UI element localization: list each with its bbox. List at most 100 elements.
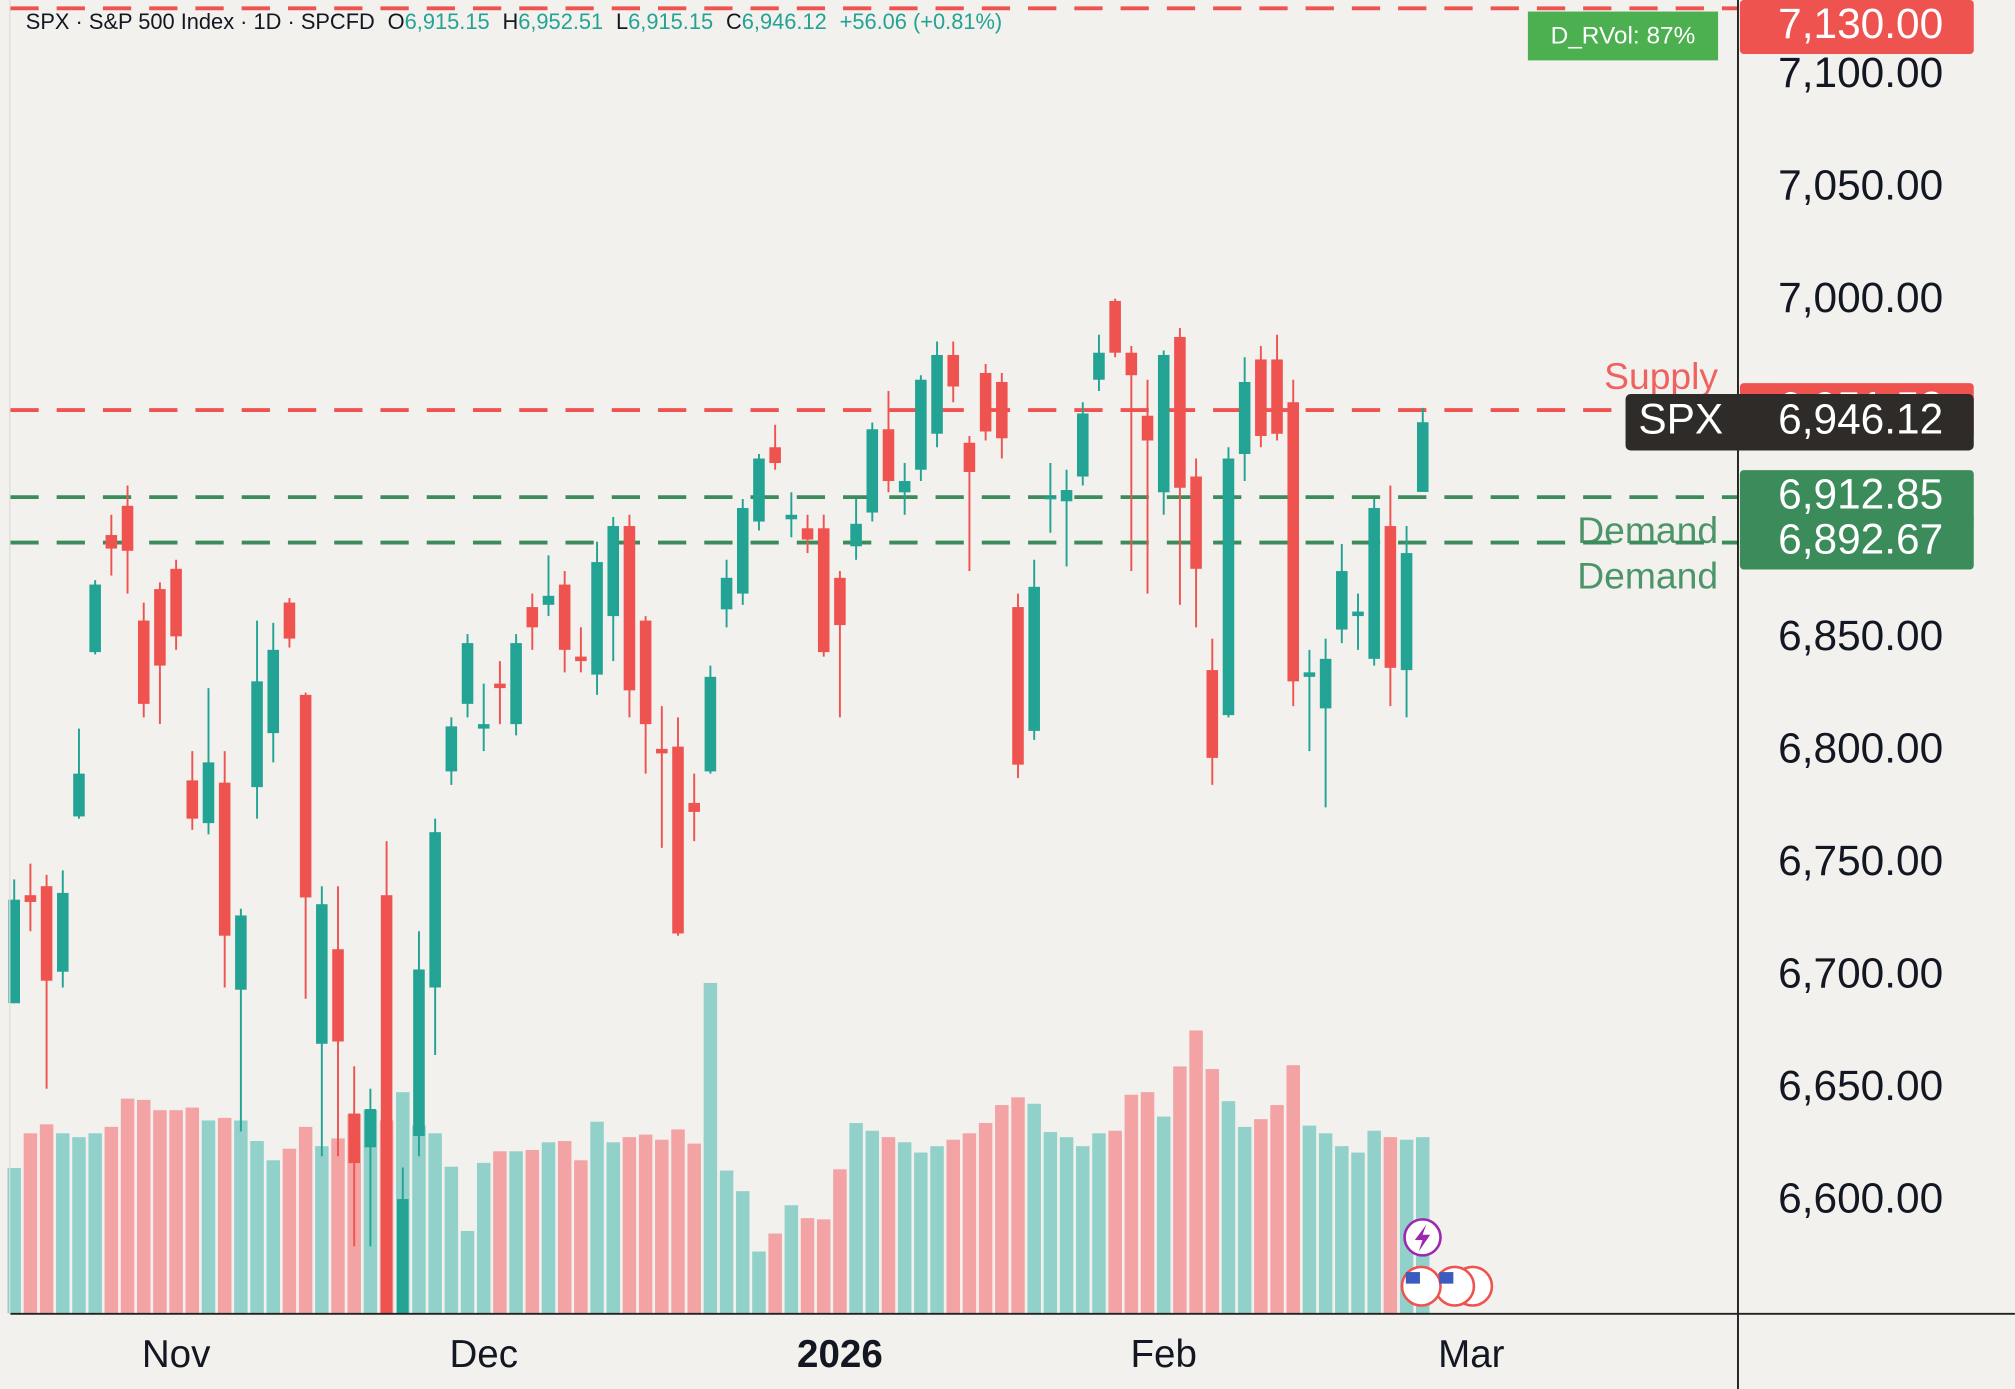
candle-body <box>73 773 85 817</box>
badge-bg <box>1527 11 1719 61</box>
volume-bar <box>1351 1152 1365 1314</box>
volume-bar <box>816 1219 831 1314</box>
level-tag-label: 6,892.67 <box>1778 516 1943 563</box>
y-tick-label: 6,650.00 <box>1778 1062 1943 1109</box>
volume-bar <box>1318 1133 1333 1314</box>
volume-bar <box>331 1138 345 1314</box>
candle-body <box>931 354 943 434</box>
volume-bar <box>671 1129 685 1314</box>
candle-body <box>380 895 393 1314</box>
candle-body <box>105 535 118 549</box>
candle-body <box>834 577 846 626</box>
candle-body <box>332 949 344 1042</box>
volume-bar <box>315 1146 329 1314</box>
volume-bar <box>460 1230 475 1314</box>
candle-body <box>639 620 652 725</box>
x-tick-label: Mar <box>1438 1333 1505 1376</box>
candle-body <box>850 523 862 547</box>
candle-body <box>137 620 150 704</box>
volume-bar <box>574 1160 588 1314</box>
volume-bar <box>88 1133 102 1314</box>
volume-bar <box>217 1117 232 1314</box>
volume-bar <box>428 1133 442 1314</box>
x-tick-label: Dec <box>449 1333 518 1376</box>
level-tag <box>1739 470 1974 525</box>
candle-body <box>494 683 506 689</box>
volume-bar <box>1302 1125 1317 1314</box>
volume-bar <box>606 1142 620 1314</box>
candle-body <box>1368 508 1380 659</box>
x-tick-label: 2026 <box>797 1333 883 1376</box>
header-value: 6,946.12 <box>742 9 827 34</box>
volume-layer <box>7 982 1430 1314</box>
volume-bar <box>1092 1133 1106 1314</box>
volume-bar <box>978 1123 993 1314</box>
candle-body <box>170 568 182 637</box>
header-key: O <box>388 9 405 34</box>
candle-body <box>1222 458 1235 716</box>
volume-bar <box>557 1141 572 1314</box>
volume-bar <box>1059 1137 1074 1314</box>
volume-bar <box>962 1133 977 1314</box>
volume-bar <box>509 1151 523 1314</box>
candle-body <box>445 726 458 772</box>
volume-bar <box>1108 1130 1122 1314</box>
volume-bar <box>541 1142 556 1314</box>
volume-bar <box>590 1121 604 1314</box>
candles-layer <box>8 298 1429 1337</box>
candle-body <box>1336 571 1348 630</box>
candle-body <box>251 681 263 788</box>
volume-bar <box>703 982 718 1314</box>
candle-body <box>186 780 199 819</box>
volume-bar <box>169 1110 183 1314</box>
volume-bar <box>493 1151 507 1314</box>
candle-body <box>202 762 215 824</box>
candle-body <box>8 899 20 1004</box>
candle-body <box>40 886 53 981</box>
volume-bar <box>655 1139 669 1314</box>
level-tag-label: 7,130.00 <box>1778 0 1943 47</box>
candle-body <box>429 832 441 988</box>
volume-bar <box>7 1167 21 1314</box>
candle-body <box>526 607 539 628</box>
candle-body <box>396 1199 409 1314</box>
candle-body <box>1093 352 1105 380</box>
volume-bar <box>1027 1103 1041 1314</box>
volume-bar <box>136 1099 151 1314</box>
candle-body <box>947 354 960 387</box>
volume-bar <box>282 1148 297 1314</box>
price-axis-panel <box>1738 0 2015 1389</box>
level-name: Supply <box>1604 355 1718 397</box>
volume-bar <box>768 1233 782 1314</box>
time-axis-panel <box>0 1314 2015 1389</box>
volume-bar <box>153 1110 167 1314</box>
candle-body <box>477 724 490 729</box>
volume-bar <box>1270 1105 1284 1314</box>
y-tick-label: 6,750.00 <box>1778 837 1943 884</box>
y-tick-label: 7,050.00 <box>1778 162 1943 209</box>
candle-body <box>316 904 328 1044</box>
candle-body <box>1255 359 1267 437</box>
volume-bar <box>476 1162 491 1314</box>
y-tick-label: 6,600.00 <box>1778 1175 1943 1222</box>
candle-body <box>817 528 830 653</box>
candle-body <box>154 589 166 666</box>
candle-body <box>882 429 895 482</box>
candle-body <box>299 694 312 898</box>
volume-bar <box>1237 1126 1252 1314</box>
volume-bar <box>946 1139 960 1314</box>
volume-bar <box>1335 1146 1349 1314</box>
x-tick-label: Nov <box>142 1333 211 1376</box>
candle-body <box>979 372 992 432</box>
volume-bar <box>897 1142 912 1314</box>
volume-bar <box>1011 1097 1025 1314</box>
header-value: 6,915.15 <box>628 9 713 34</box>
candle-body <box>736 508 749 594</box>
candle-body <box>1416 422 1429 492</box>
candle-body <box>1352 611 1364 617</box>
candle-body <box>785 514 798 520</box>
candle-body <box>1238 381 1251 455</box>
volume-bar <box>849 1123 863 1314</box>
